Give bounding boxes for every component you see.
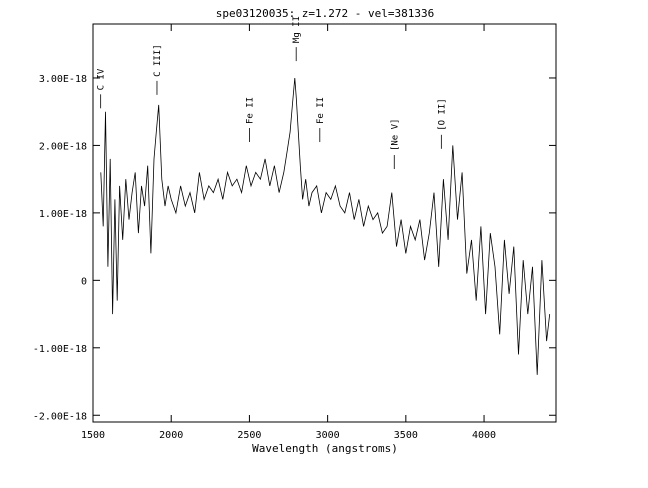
x-tick-label: 2500 [237,430,261,441]
y-tick-label: -2.00E-18 [33,411,87,422]
y-tick-label: 0 [81,276,87,287]
y-axis: -2.00E-18 -1.00E-18 0 1.00E-18 2.00E-18 3.00E… [33,74,556,422]
x-tick-label: 3500 [394,430,418,441]
chart-title: spe03120035: z=1.272 - vel=381336 [216,7,435,20]
y-tick-label: -1.00E-18 [33,344,87,355]
x-axis-label: Wavelength (angstroms) [252,442,398,455]
annotation-label: Fe II [316,97,326,124]
annotation-label: Fe II [245,97,255,124]
x-tick-label: 1500 [81,430,105,441]
annotation-label: C III] [153,44,163,77]
annotation-label: [O II] [437,98,447,131]
x-tick-label: 2000 [159,430,183,441]
annotation-label: [Ne V] [390,119,400,152]
plot-frame [92,23,557,423]
x-tick-label: 4000 [472,430,496,441]
spectrum-line [100,77,551,375]
annotation-label: C IV [97,68,107,90]
y-tick-label: 2.00E-18 [39,141,87,152]
x-tick-label: 3000 [316,430,340,441]
y-tick-label: 3.00E-18 [39,74,87,85]
emission-line-labels: C IV C III] Fe II Mg II Fe II [Ne V] [O II] [97,16,447,170]
annotation-label: Mg II [292,16,302,43]
x-axis: 1500 2000 2500 3000 3500 4000 [81,24,496,441]
y-tick-label: 1.00E-18 [39,209,87,220]
